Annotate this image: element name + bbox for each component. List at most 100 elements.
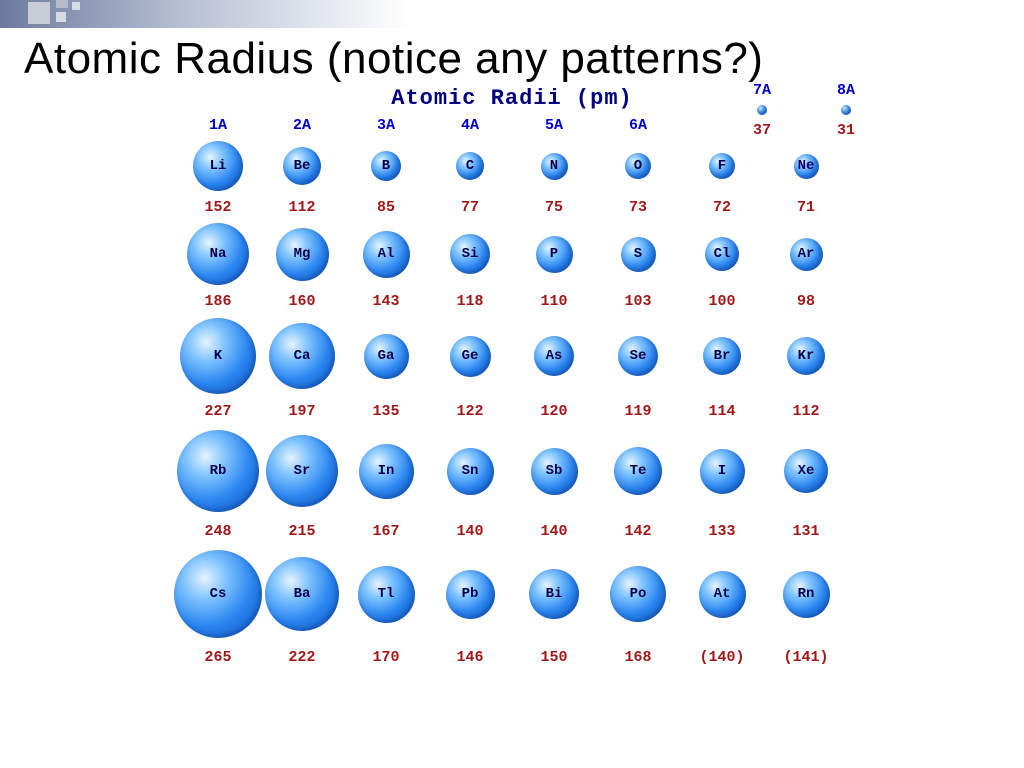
element-cell-Mg: Mg160 (260, 217, 344, 311)
radius-value-Mg: 160 (288, 291, 315, 311)
radius-value-Ba: 222 (288, 647, 315, 667)
group-label: 8A (837, 80, 855, 100)
radius-value-Xe: 131 (792, 521, 819, 541)
slide-header-bar (0, 0, 1024, 28)
radius-value-Sb: 140 (540, 521, 567, 541)
atom-sphere-Xe: Xe (784, 449, 828, 493)
radius-value-O: 73 (629, 197, 647, 217)
atom-sphere-Sr: Sr (266, 435, 338, 507)
atom-sphere-Ar: Ar (790, 238, 823, 271)
element-symbol: N (550, 158, 558, 174)
atom-sphere-Tl: Tl (358, 566, 415, 623)
element-cell-Na: Na 186 (176, 217, 260, 311)
radius-value-Te: 142 (624, 521, 651, 541)
periodic-grid: 1A2A3A4A5A6ALi152Be112B85C77N75O73F72Ne7… (162, 115, 862, 667)
element-symbol: Be (294, 158, 311, 174)
element-cell-Rb: Rb 248 (176, 421, 260, 541)
radius-value-N: 75 (545, 197, 563, 217)
radius-value-F: 72 (713, 197, 731, 217)
atom-sphere-Ne: Ne (794, 154, 819, 179)
radius-value-S: 103 (624, 291, 651, 311)
element-cell-Sr: Sr215 (260, 421, 344, 541)
radius-value-Ca: 197 (288, 401, 315, 421)
element-symbol: Ge (462, 348, 479, 364)
atom-sphere-B: B (371, 151, 401, 181)
radius-value-Al: 143 (372, 291, 399, 311)
slide-title: Atomic Radius (notice any patterns?) (0, 28, 1024, 84)
atom-sphere-Te: Te (614, 447, 662, 495)
atom-sphere-F: F (709, 153, 735, 179)
element-symbol: Cs (210, 586, 227, 602)
radius-value-Po: 168 (624, 647, 651, 667)
element-symbol: Rb (210, 463, 227, 479)
element-symbol: Tl (378, 586, 395, 602)
atom-sphere-Br: Br (703, 337, 741, 375)
radius-value-B: 85 (377, 197, 395, 217)
radius-value-Cs: 265 (204, 647, 231, 667)
atom-sphere-O: O (625, 153, 651, 179)
radius-value-Rb: 248 (204, 521, 231, 541)
element-cell-K: K227 (176, 311, 260, 421)
atom-sphere-Rn: Rn (783, 571, 830, 618)
radius-value-At: (140) (699, 647, 744, 667)
element-cell-Ga: Ga 135 (344, 311, 428, 421)
atom-sphere (757, 105, 767, 115)
atom-sphere-Li: Li (193, 141, 243, 191)
element-cell-Bi: Bi 150 (512, 541, 596, 667)
element-symbol: Ga (378, 348, 395, 364)
radius-value-Sn: 140 (456, 521, 483, 541)
element-symbol: Sn (462, 463, 479, 479)
radius-value-Ne: 71 (797, 197, 815, 217)
atom-sphere-Ge: Ge (450, 336, 491, 377)
radius-value-Be: 112 (288, 197, 315, 217)
element-cell-C: C77 (428, 135, 512, 217)
radius-value-I: 133 (708, 521, 735, 541)
radius-value-Si: 118 (456, 291, 483, 311)
radius-value-K: 227 (204, 401, 231, 421)
element-symbol: P (550, 246, 558, 262)
radius-value-P: 110 (540, 291, 567, 311)
atom-sphere-Bi: Bi (529, 569, 579, 619)
element-symbol: Te (630, 463, 647, 479)
element-symbol: Sr (294, 463, 311, 479)
atom-sphere-Ga: Ga (364, 334, 409, 379)
radius-value-Li: 152 (204, 197, 231, 217)
element-symbol: Li (210, 158, 227, 174)
atom-sphere-Cs: Cs (174, 550, 262, 638)
radius-value-Cl: 100 (708, 291, 735, 311)
radius-value-Ga: 135 (372, 401, 399, 421)
element-symbol: O (634, 158, 642, 174)
atom-sphere-Al: Al (363, 231, 410, 278)
element-cell-Ar: Ar98 (764, 217, 848, 311)
element-cell-Ca: Ca197 (260, 311, 344, 421)
element-cell-Se: Se119 (596, 311, 680, 421)
element-symbol: Si (462, 246, 479, 262)
element-cell-Be: Be 112 (260, 135, 344, 217)
element-cell-Xe: Xe 131 (764, 421, 848, 541)
element-symbol: As (546, 348, 563, 364)
element-symbol: In (378, 463, 395, 479)
element-symbol: Br (714, 348, 731, 364)
element-symbol: Pb (462, 586, 479, 602)
atom-sphere-Cl: Cl (705, 237, 739, 271)
atom-sphere-Kr: Kr (787, 337, 825, 375)
radius-value-As: 120 (540, 401, 567, 421)
element-symbol: Po (630, 586, 647, 602)
radius-value-Na: 186 (204, 291, 231, 311)
element-symbol: Cl (714, 246, 731, 262)
group-label-1A: 1A (209, 115, 227, 135)
atom-sphere-Na: Na (187, 223, 249, 285)
element-cell-In: In167 (344, 421, 428, 541)
radius-value-Pb: 146 (456, 647, 483, 667)
element-symbol: Kr (798, 348, 815, 364)
element-cell-Br: Br 114 (680, 311, 764, 421)
atomic-radii-chart: Atomic Radii (pm) 7A378A31 1A2A3A4A5A6AL… (162, 86, 862, 667)
radius-value-Bi: 150 (540, 647, 567, 667)
element-cell-Si: Si 118 (428, 217, 512, 311)
element-symbol: Rn (798, 586, 815, 602)
element-symbol: S (634, 246, 642, 262)
element-cell-Ge: Ge122 (428, 311, 512, 421)
element-cell-Sn: Sn 140 (428, 421, 512, 541)
radius-value-Br: 114 (708, 401, 735, 421)
group-label-4A: 4A (461, 115, 479, 135)
